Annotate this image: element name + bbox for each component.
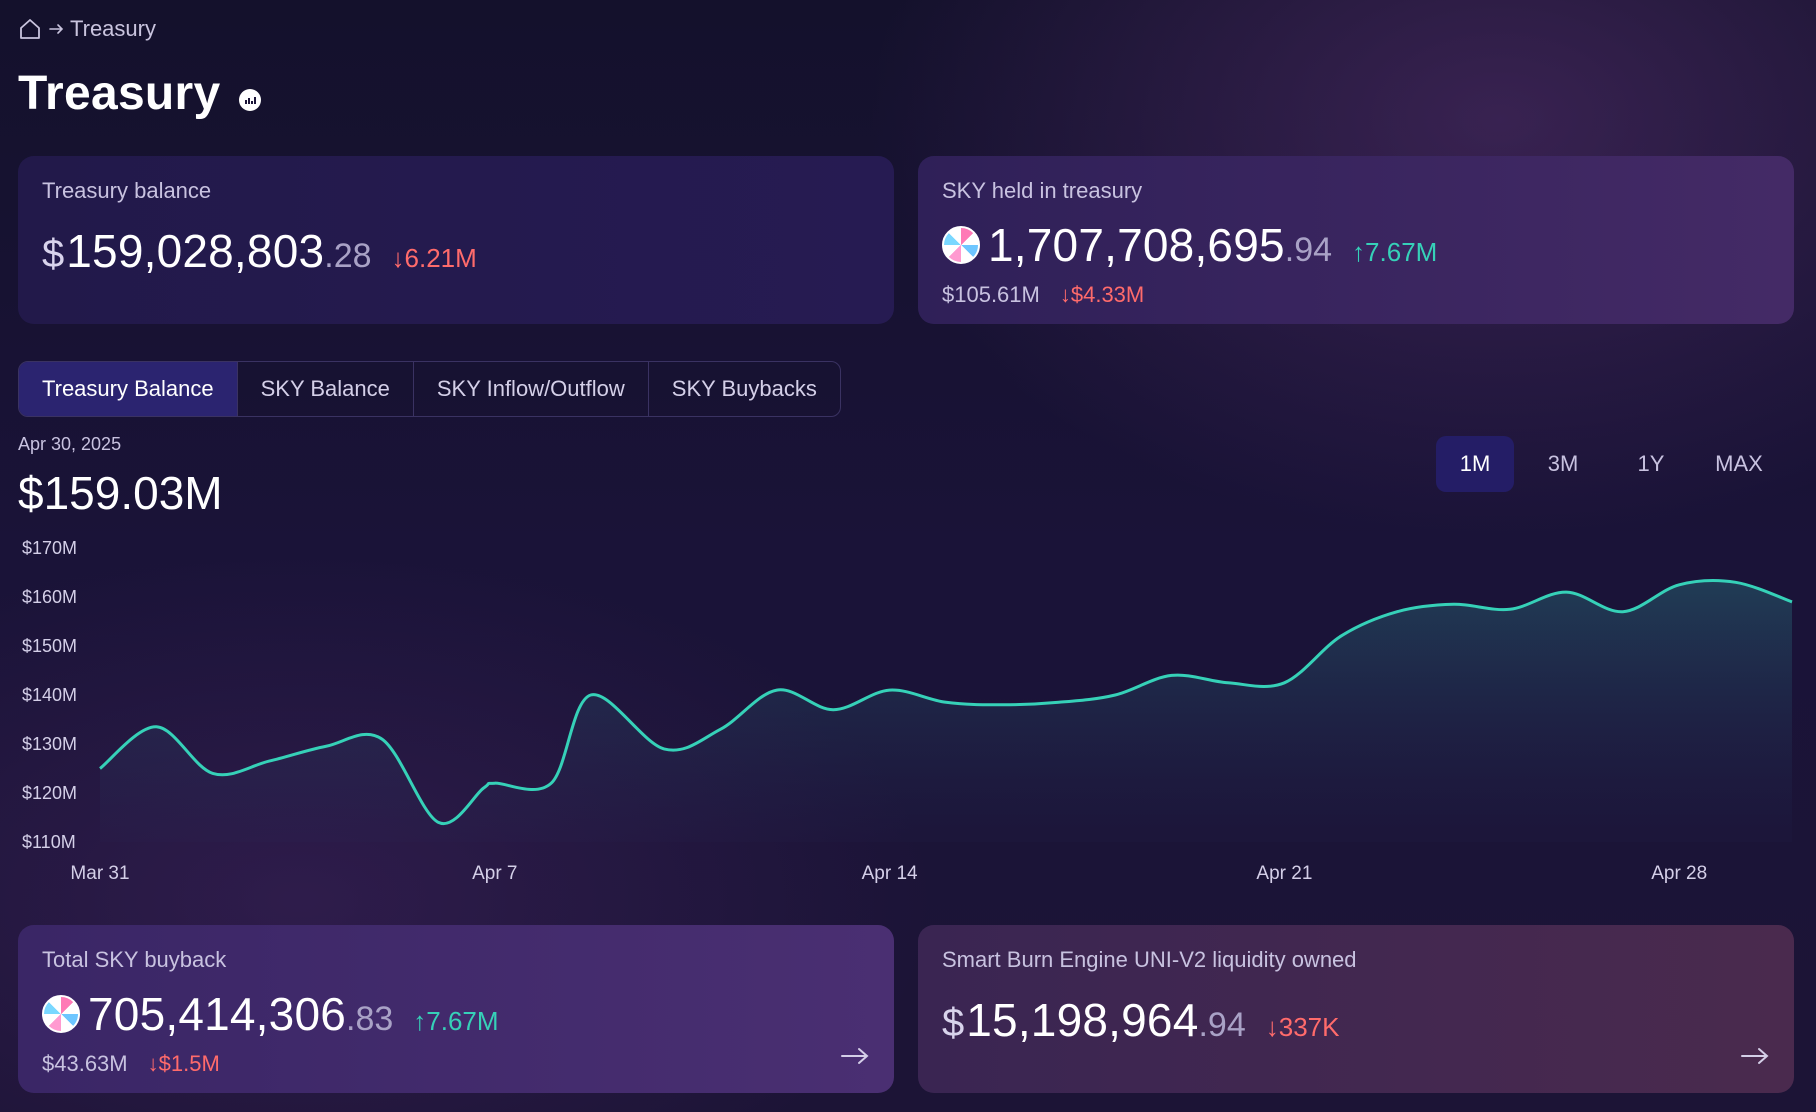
- arrow-right-icon: [48, 21, 64, 37]
- range-max[interactable]: MAX: [1715, 451, 1763, 476]
- page-title-text: Treasury: [18, 67, 221, 120]
- y-tick-label: $150M: [22, 636, 77, 656]
- chart-badge-icon[interactable]: [238, 88, 261, 111]
- chart-area: [100, 580, 1792, 842]
- chart-date: Apr 30, 2025: [18, 434, 122, 454]
- chart-value: $159.03M: [18, 467, 223, 519]
- card-label: Treasury balance: [42, 178, 212, 203]
- chart-line: [99, 579, 1793, 826]
- tab-treasury-balance[interactable]: Treasury Balance: [19, 362, 238, 416]
- card-label: SKY held in treasury: [942, 178, 1143, 203]
- breadcrumb: Treasury: [18, 16, 156, 42]
- balance-whole: 159,028,803: [66, 225, 325, 277]
- sky-held-usd-delta: ↓$4.33M: [1059, 282, 1145, 307]
- home-icon[interactable]: [18, 17, 42, 41]
- total-buyback-card[interactable]: Total SKY buyback 705,414,306 .83 ↑7.67M…: [18, 925, 894, 1093]
- treasury-balance-chart[interactable]: $170M $160M $150M $140M $130M $120M $110M Mar …: [0, 520, 1816, 890]
- arrow-right-icon[interactable]: [840, 1046, 870, 1071]
- range-1m[interactable]: 1M: [1436, 436, 1514, 492]
- balance-cents: .28: [324, 237, 372, 275]
- tab-sky-inflow-outflow[interactable]: SKY Inflow/Outflow: [414, 362, 649, 416]
- y-tick-label: $140M: [22, 685, 77, 705]
- breadcrumb-current[interactable]: Treasury: [70, 16, 156, 41]
- card-label: Total SKY buyback: [42, 947, 227, 972]
- y-tick-label: $110M: [22, 832, 76, 852]
- sky-held-delta: ↑7.67M: [1352, 237, 1438, 267]
- x-tick-label: Apr 14: [862, 863, 918, 884]
- x-tick-label: Apr 7: [472, 863, 517, 884]
- liquidity-whole: 15,198,964: [966, 994, 1199, 1046]
- buyback-cents: .83: [346, 1000, 394, 1038]
- sky-held-card: SKY held in treasury 1,707,708,695 .94 ↑…: [918, 156, 1794, 324]
- y-tick-label: $130M: [22, 734, 77, 754]
- buyback-usd: $43.63M: [42, 1051, 128, 1076]
- liquidity-cents: .94: [1198, 1006, 1246, 1044]
- tab-sky-balance[interactable]: SKY Balance: [238, 362, 414, 416]
- x-tick-label: Mar 31: [70, 863, 129, 884]
- x-tick-label: Apr 21: [1256, 863, 1312, 884]
- currency-symbol: $: [42, 232, 65, 276]
- page-title: Treasury: [18, 66, 261, 121]
- y-tick-label: $160M: [22, 587, 77, 607]
- card-label: Smart Burn Engine UNI-V2 liquidity owned: [942, 947, 1357, 972]
- range-selector: 1M 3M 1Y MAX: [1426, 436, 1778, 492]
- sky-held-cents: .94: [1284, 231, 1333, 269]
- range-1y[interactable]: 1Y: [1637, 451, 1665, 476]
- buyback-whole: 705,414,306: [88, 988, 347, 1040]
- y-tick-label: $120M: [22, 783, 77, 803]
- sky-token-icon: [42, 995, 80, 1033]
- sky-held-usd: $105.61M: [942, 282, 1040, 307]
- smart-burn-card[interactable]: Smart Burn Engine UNI-V2 liquidity owned…: [918, 925, 1794, 1093]
- chart-tabs: Treasury Balance SKY Balance SKY Inflow/…: [18, 361, 841, 417]
- treasury-balance-card: Treasury balance $ 159,028,803 .28 ↓6.21…: [18, 156, 894, 324]
- liquidity-delta: ↓337K: [1265, 1012, 1340, 1042]
- buyback-usd-delta: ↓$1.5M: [147, 1051, 220, 1076]
- x-tick-label: Apr 28: [1651, 863, 1707, 884]
- arrow-right-icon[interactable]: [1740, 1046, 1770, 1071]
- sky-token-icon: [942, 226, 980, 264]
- range-3m[interactable]: 3M: [1547, 451, 1579, 476]
- currency-symbol: $: [942, 1001, 965, 1045]
- y-tick-label: $170M: [22, 538, 77, 558]
- balance-delta: ↓6.21M: [391, 243, 477, 273]
- tab-sky-buybacks[interactable]: SKY Buybacks: [671, 376, 817, 401]
- sky-held-whole: 1,707,708,695: [988, 219, 1285, 271]
- buyback-delta: ↑7.67M: [413, 1006, 499, 1036]
